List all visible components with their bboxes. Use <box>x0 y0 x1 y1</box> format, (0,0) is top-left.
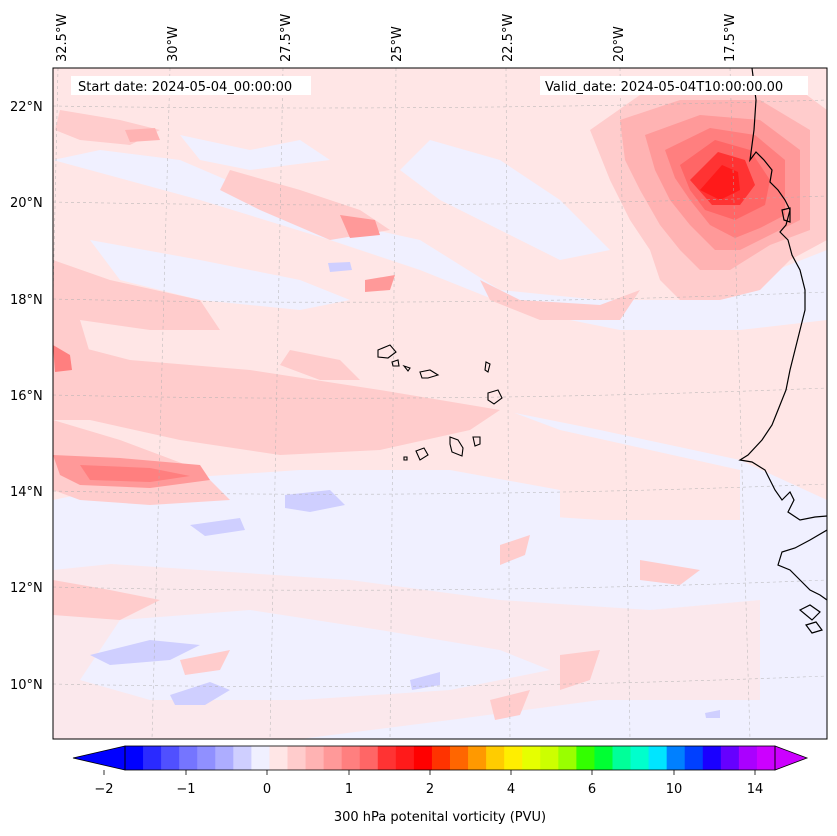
cape-verde-islands <box>377 344 503 461</box>
colorbar-cell <box>413 746 433 770</box>
colorbar-cell <box>522 746 541 770</box>
lat-label: 18°N <box>10 293 43 308</box>
map-panel: Start date: 2024-05-04_00:00:00 Valid_da… <box>53 68 827 739</box>
graticule <box>53 68 827 739</box>
colorbar-tick-label: 0 <box>263 782 271 797</box>
lon-label: 17.5°W <box>723 14 738 62</box>
pv-contour-fill <box>53 68 827 739</box>
lat-label: 10°N <box>10 678 43 693</box>
colorbar-left-arrow <box>72 745 126 771</box>
colorbar-cell <box>179 746 198 770</box>
colorbar-cell <box>450 746 469 770</box>
colorbar-label: 300 hPa potenital vorticity (PVU) <box>334 810 546 825</box>
africa-coast <box>738 68 827 521</box>
lon-label: 22.5°W <box>501 14 516 62</box>
colorbar-cells <box>125 746 776 770</box>
colorbar-cell <box>504 746 523 770</box>
colorbar-cell <box>540 746 559 770</box>
colorbar-cell <box>431 746 451 770</box>
colorbar-cell <box>233 746 252 770</box>
start-date-text: Start date: 2024-05-04_00:00:00 <box>78 80 292 95</box>
colorbar-cell <box>341 746 361 770</box>
colorbar-cell <box>468 746 487 770</box>
valid-date-text: Valid_date: 2024-05-04T10:00:00.00 <box>545 80 783 95</box>
lon-label: 27.5°W <box>279 14 294 62</box>
colorbar-cell <box>666 746 686 770</box>
colorbar-cell <box>612 746 632 770</box>
colorbar-tick-label: 10 <box>666 782 683 797</box>
lat-label: 14°N <box>10 485 43 500</box>
colorbar-cell <box>395 746 415 770</box>
colorbar-cell <box>558 746 577 770</box>
colorbar-tick-label: 14 <box>747 782 764 797</box>
colorbar-cell <box>305 746 325 770</box>
longitude-labels: 32.5°W 30°W 27.5°W 25°W 22.5°W 20°W 17.5… <box>55 14 738 62</box>
lon-label: 25°W <box>390 26 405 62</box>
valid-date-box <box>540 76 808 95</box>
colorbar-cell <box>630 746 650 770</box>
colorbar-cell <box>738 746 758 770</box>
colorbar-cell <box>359 746 379 770</box>
latitude-labels: 22°N 20°N 18°N 16°N 14°N 12°N 10°N <box>10 100 43 693</box>
colorbar-ticks: −2 −1 0 1 2 4 6 10 14 <box>94 770 763 797</box>
colorbar-cell <box>756 746 776 770</box>
map-frame <box>52 67 828 740</box>
lat-label: 20°N <box>10 196 43 211</box>
colorbar-tick-label: 2 <box>426 782 434 797</box>
colorbar-cell <box>377 746 397 770</box>
colorbar-cell <box>197 746 216 770</box>
colorbar-cell <box>594 746 613 770</box>
colorbar-cell <box>323 746 343 770</box>
lon-label: 30°W <box>166 26 181 62</box>
start-date-box <box>71 76 311 95</box>
islands-bissau <box>798 604 821 621</box>
lat-label: 22°N <box>10 100 43 115</box>
colorbar-tick-label: 6 <box>588 782 596 797</box>
colorbar-cell <box>161 746 180 770</box>
colorbar-cell <box>215 746 234 770</box>
colorbar-cell <box>143 746 162 770</box>
colorbar-cell <box>684 746 704 770</box>
colorbar-cell <box>648 746 668 770</box>
colorbar-right-arrow <box>774 745 809 771</box>
colorbar-tick-label: −2 <box>94 782 113 797</box>
colorbar-cell <box>251 746 270 770</box>
colorbar-cell <box>576 746 595 770</box>
colorbar-tick-label: 4 <box>507 782 515 797</box>
lat-label: 12°N <box>10 581 43 596</box>
coastline <box>738 68 827 634</box>
coast-guinea <box>777 529 827 601</box>
colorbar-cell <box>287 746 307 770</box>
colorbar-tick-label: 1 <box>345 782 353 797</box>
colorbar-cell <box>702 746 722 770</box>
lon-label: 20°W <box>612 26 627 62</box>
colorbar-tick-label: −1 <box>176 782 195 797</box>
lat-label: 16°N <box>10 389 43 404</box>
colorbar-cell <box>720 746 740 770</box>
colorbar-cell <box>269 746 288 770</box>
colorbar-cell <box>125 746 144 770</box>
colorbar: −2 −1 0 1 2 4 6 10 14 300 hPa potenital vorticit… <box>72 745 809 825</box>
colorbar-frame <box>124 745 776 771</box>
colorbar-cell <box>486 746 505 770</box>
lon-label: 32.5°W <box>55 14 70 62</box>
